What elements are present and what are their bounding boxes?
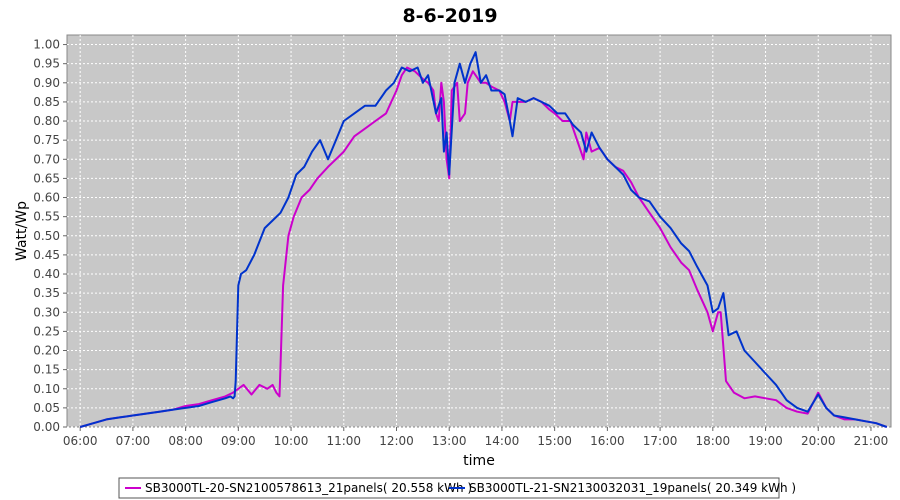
x-tick-label: 20:00: [801, 434, 836, 448]
x-tick-label: 18:00: [696, 434, 731, 448]
x-tick-label: 11:00: [326, 434, 361, 448]
x-tick-label: 21:00: [854, 434, 889, 448]
x-tick-label: 15:00: [537, 434, 572, 448]
y-tick-label: 0.20: [33, 344, 60, 358]
x-tick-label: 10:00: [274, 434, 309, 448]
y-tick-label: 0.95: [33, 57, 60, 71]
x-tick-label: 17:00: [643, 434, 678, 448]
y-tick-label: 0.65: [33, 171, 60, 185]
y-tick-label: 0.85: [33, 95, 60, 109]
series-group: [79, 51, 888, 428]
y-tick-label: 0.10: [33, 382, 60, 396]
y-tick-label: 0.80: [33, 114, 60, 128]
series-line-2: [79, 51, 888, 428]
y-tick-label: 0.15: [33, 363, 60, 377]
y-tick-label: 0.05: [33, 401, 60, 415]
x-tick-label: 16:00: [590, 434, 625, 448]
y-tick-label: 0.55: [33, 210, 60, 224]
y-tick-label: 0.40: [33, 267, 60, 281]
y-tick-label: 0.45: [33, 248, 60, 262]
series-line-1: [79, 66, 888, 428]
legend-item: SB3000TL-20-SN2100578613_21panels( 20.55…: [145, 481, 472, 495]
x-tick-label: 06:00: [63, 434, 98, 448]
x-tick-label: 09:00: [221, 434, 256, 448]
y-tick-label: 0.00: [33, 420, 60, 434]
y-tick-label: 0.60: [33, 191, 60, 205]
y-tick-label: 0.25: [33, 324, 60, 338]
y-tick-label: 0.90: [33, 76, 60, 90]
grid-lines: [67, 35, 891, 428]
legend: SB3000TL-20-SN2100578613_21panels( 20.55…: [118, 477, 796, 499]
x-tick-label: 07:00: [116, 434, 151, 448]
plot-area: [66, 34, 892, 428]
y-tick-label: 0.35: [33, 286, 60, 300]
y-tick-label: 0.70: [33, 152, 60, 166]
x-tick-label: 12:00: [379, 434, 414, 448]
y-axis-label: Watt/Wp: [14, 201, 30, 261]
y-tick-label: 0.75: [33, 133, 60, 147]
chart-title: 8-6-2019: [402, 5, 497, 27]
y-tick-label: 0.50: [33, 229, 60, 243]
x-tick-label: 14:00: [485, 434, 520, 448]
legend-item: SB3000TL-21-SN2130032031_19panels( 20.34…: [469, 481, 796, 495]
x-tick-label: 08:00: [168, 434, 203, 448]
y-tick-label: 1.00: [33, 38, 60, 52]
y-tick-label: 0.30: [33, 305, 60, 319]
x-tick-label: 13:00: [432, 434, 467, 448]
axes: 0.00 0.05 0.10 0.15 0.20 0.25 0.30 0.35 0.40 0.45…: [33, 38, 888, 448]
x-tick-label: 19:00: [748, 434, 783, 448]
x-axis-label: time: [463, 453, 495, 469]
